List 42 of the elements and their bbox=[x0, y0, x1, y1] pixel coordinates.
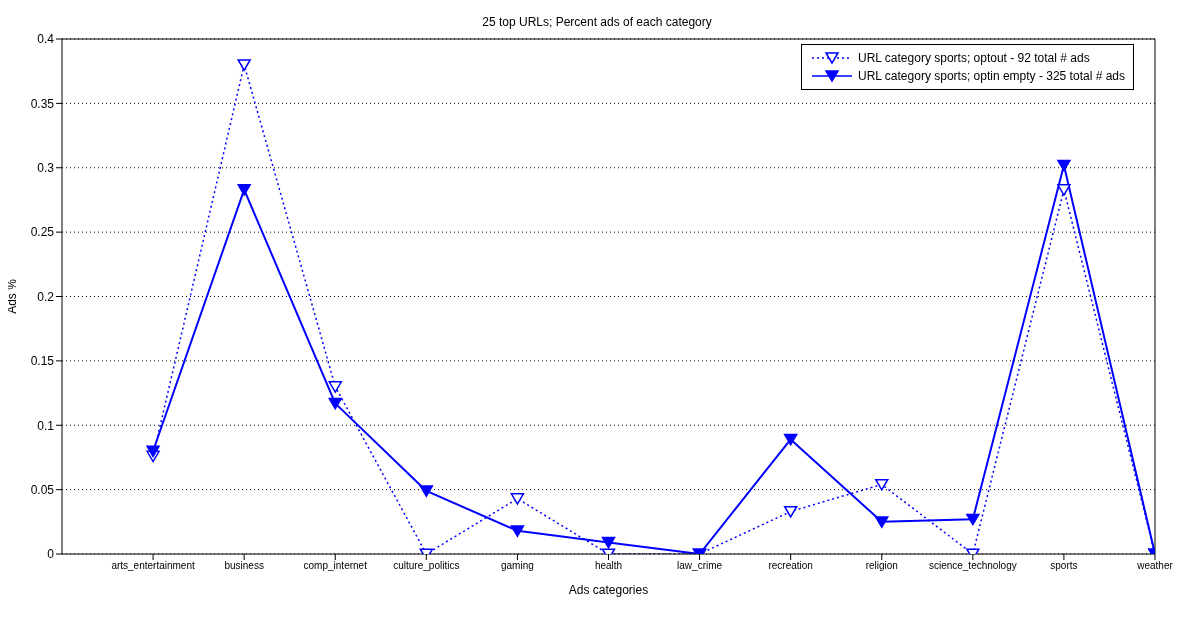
x-tick-label: law_crime bbox=[677, 560, 723, 572]
y-tick-label: 0.15 bbox=[30, 354, 55, 369]
point bbox=[146, 445, 160, 458]
point bbox=[328, 397, 342, 410]
point bbox=[601, 536, 616, 549]
point bbox=[875, 478, 889, 491]
x-tick-label: sports bbox=[1050, 560, 1078, 572]
x-tick-label: gaming bbox=[501, 560, 534, 572]
point bbox=[237, 184, 251, 196]
point bbox=[783, 505, 798, 518]
y-tick-label: 0.25 bbox=[30, 225, 55, 240]
y-tick-label: 0.2 bbox=[37, 289, 55, 304]
point bbox=[510, 493, 525, 505]
point bbox=[1057, 184, 1071, 196]
point bbox=[510, 525, 525, 537]
y-tick-label: 0.05 bbox=[30, 482, 55, 497]
x-tick-label: religion bbox=[865, 560, 898, 572]
point bbox=[328, 381, 342, 393]
y-tick-label: 0.3 bbox=[37, 161, 55, 176]
point bbox=[966, 513, 980, 526]
x-tick-label: business bbox=[224, 560, 264, 572]
point bbox=[875, 516, 889, 528]
point bbox=[237, 59, 251, 71]
x-tick-label: weather bbox=[1136, 560, 1174, 572]
chart-title: 25 top URLs; Percent ads of each category bbox=[482, 15, 712, 29]
legend-label: URL category sports; optout - 92 total # ads bbox=[857, 51, 1090, 65]
x-tick-label: science_technology bbox=[928, 560, 1017, 572]
x-axis-title: Ads categories bbox=[568, 583, 649, 597]
x-tick-label: health bbox=[594, 560, 623, 572]
x-tick-label: comp_internet bbox=[303, 560, 368, 572]
point bbox=[783, 433, 798, 446]
point bbox=[419, 485, 434, 498]
y-tick-label: 0 bbox=[47, 547, 55, 562]
legend-label: URL category sports; optin empty - 325 total # ads bbox=[857, 69, 1125, 83]
y-tick-label: 0.1 bbox=[37, 418, 55, 433]
point bbox=[1057, 159, 1071, 172]
x-tick-label: culture_politics bbox=[393, 560, 460, 572]
y-tick-label: 0.35 bbox=[30, 96, 55, 111]
x-tick-label: arts_entertainment bbox=[111, 560, 195, 572]
y-tick-label: 0.4 bbox=[37, 32, 55, 47]
y-axis-title: Ads % bbox=[5, 278, 20, 314]
x-tick-label: recreation bbox=[768, 560, 813, 572]
